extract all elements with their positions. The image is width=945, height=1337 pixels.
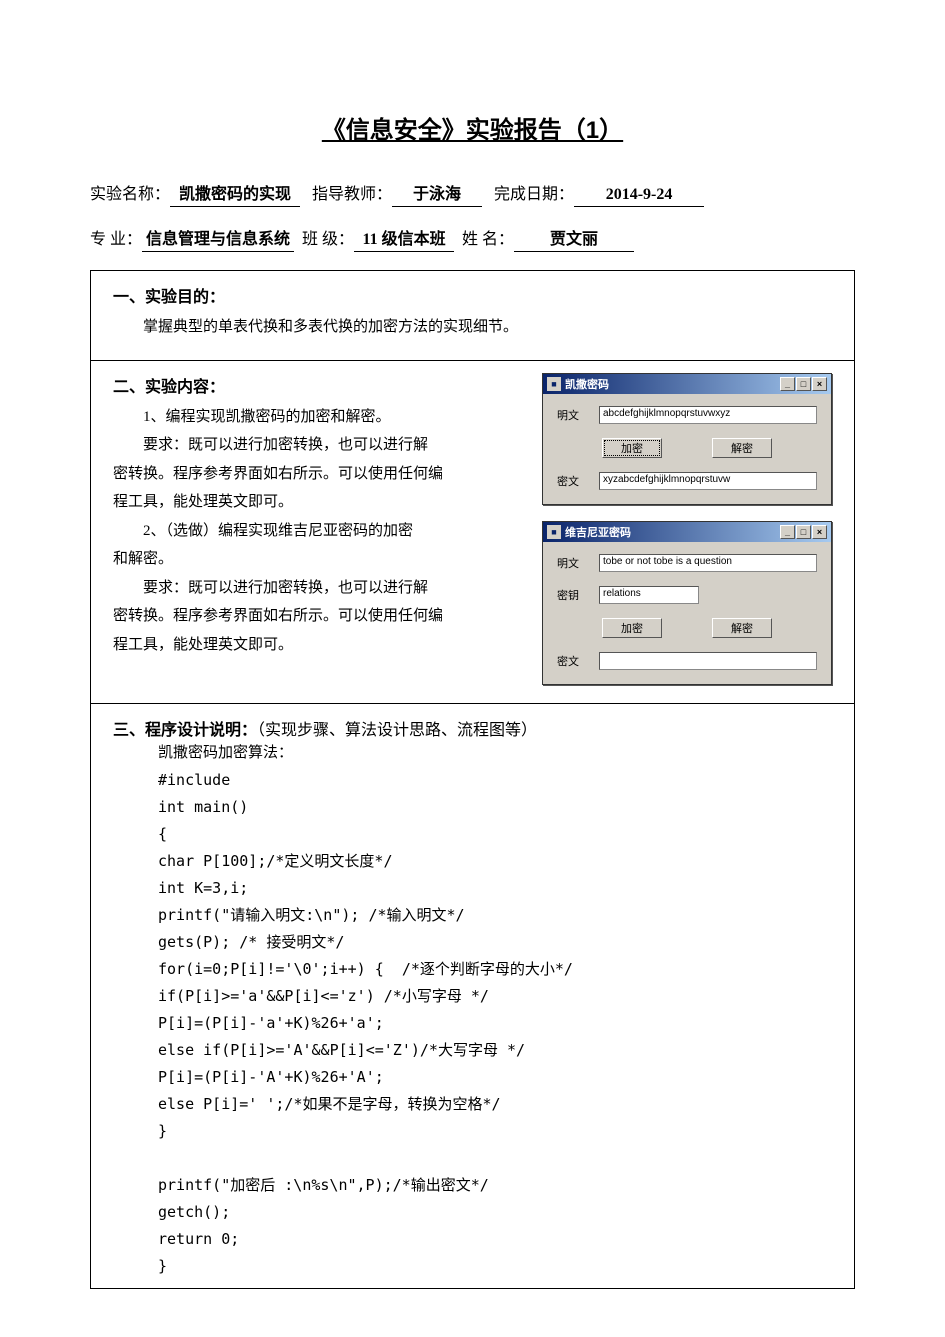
caesar-window: ■ 凯撒密码 _ □ × 明文 abcdefghijklmnopqrstuvwx… [542, 373, 832, 505]
header-row-2: 专 业： 信息管理与信息系统 班 级： 11 级信本班 姓 名： 贾文丽 [90, 225, 855, 252]
maximize-icon[interactable]: □ [796, 377, 811, 391]
vigenere-cipher-input[interactable] [599, 652, 817, 670]
vigenere-cipher-label: 密文 [557, 653, 589, 669]
teacher-value: 于泳海 [392, 180, 482, 207]
close-icon[interactable]: × [812, 525, 827, 539]
caesar-plain-label: 明文 [557, 407, 589, 423]
vigenere-title: 维吉尼亚密码 [565, 524, 780, 540]
class-value: 11 级信本班 [354, 225, 454, 252]
teacher-label: 指导教师： [312, 180, 392, 204]
sec2-p4c: 程工具，能处理英文即可。 [113, 631, 528, 660]
sec2-p4b: 密转换。程序参考界面如右所示。可以使用任何编 [113, 602, 528, 631]
name-label: 实验名称： [90, 180, 170, 204]
major-label: 专 业： [90, 225, 142, 249]
vigenere-encrypt-button[interactable]: 加密 [602, 618, 662, 638]
sec3-title: 三、程序设计说明：（实现步骤、算法设计思路、流程图等） [113, 716, 832, 740]
sec2-p1: 1、编程实现凯撒密码的加密和解密。 [113, 403, 528, 432]
major-value: 信息管理与信息系统 [142, 225, 294, 252]
caesar-cipher-label: 密文 [557, 473, 589, 489]
sec2-p3b: 和解密。 [113, 545, 528, 574]
vigenere-key-label: 密钥 [557, 587, 589, 603]
vigenere-plain-label: 明文 [557, 555, 589, 571]
sec1-body: 掌握典型的单表代换和多表代换的加密方法的实现细节。 [113, 313, 832, 342]
vigenere-decrypt-button[interactable]: 解密 [712, 618, 772, 638]
minimize-icon[interactable]: _ [780, 377, 795, 391]
close-icon[interactable]: × [812, 377, 827, 391]
student-value: 贾文丽 [514, 225, 634, 252]
date-value: 2014-9-24 [574, 186, 704, 207]
caesar-cipher-input[interactable]: xyzabcdefghijklmnopqrstuvw [599, 472, 817, 490]
sec2-text: 二、实验内容： 1、编程实现凯撒密码的加密和解密。 要求：既可以进行加密转换，也… [113, 373, 528, 685]
caesar-plain-input[interactable]: abcdefghijklmnopqrstuvwxyz [599, 406, 817, 424]
sec1-title: 一、实验目的： [113, 283, 832, 307]
sec2-p4a: 要求：既可以进行加密转换，也可以进行解 [113, 574, 528, 603]
sec2-p2a: 要求：既可以进行加密转换，也可以进行解 [113, 431, 528, 460]
section-1: 一、实验目的： 掌握典型的单表代换和多表代换的加密方法的实现细节。 [91, 271, 854, 361]
main-container: 一、实验目的： 掌握典型的单表代换和多表代换的加密方法的实现细节。 二、实验内容… [90, 270, 855, 1289]
student-label: 姓 名： [462, 225, 514, 249]
vigenere-plain-input[interactable]: tobe or not tobe is a question [599, 554, 817, 572]
page-title: 《信息安全》实验报告（1） [90, 110, 855, 145]
vigenere-titlebar: ■ 维吉尼亚密码 _ □ × [543, 522, 831, 542]
date-label: 完成日期： [494, 180, 574, 204]
window-icon: ■ [547, 377, 561, 391]
name-value: 凯撒密码的实现 [170, 180, 300, 207]
sec2-title: 二、实验内容： [113, 373, 528, 397]
header-row-1: 实验名称： 凯撒密码的实现 指导教师： 于泳海 完成日期： 2014-9-24 [90, 180, 855, 207]
vigenere-key-input[interactable]: relations [599, 586, 699, 604]
vigenere-window: ■ 维吉尼亚密码 _ □ × 明文 tobe or not tobe is a … [542, 521, 832, 685]
sec2-p3a: 2、（选做）编程实现维吉尼亚密码的加密 [113, 517, 528, 546]
sec2-p2c: 程工具，能处理英文即可。 [113, 488, 528, 517]
sec3-code: #include int main() { char P[100];/*定义明文… [158, 767, 832, 1280]
caesar-titlebar: ■ 凯撒密码 _ □ × [543, 374, 831, 394]
class-label: 班 级： [302, 225, 354, 249]
window-icon: ■ [547, 525, 561, 539]
caesar-title: 凯撒密码 [565, 376, 780, 392]
maximize-icon[interactable]: □ [796, 525, 811, 539]
caesar-encrypt-button[interactable]: 加密 [602, 438, 662, 458]
sec2-figures: ■ 凯撒密码 _ □ × 明文 abcdefghijklmnopqrstuvwx… [542, 373, 832, 685]
section-3: 三、程序设计说明：（实现步骤、算法设计思路、流程图等） 凯撒密码加密算法： #i… [91, 704, 854, 1288]
sec3-subtitle: 凯撒密码加密算法： [158, 740, 832, 767]
minimize-icon[interactable]: _ [780, 525, 795, 539]
section-2: 二、实验内容： 1、编程实现凯撒密码的加密和解密。 要求：既可以进行加密转换，也… [91, 361, 854, 704]
caesar-decrypt-button[interactable]: 解密 [712, 438, 772, 458]
sec2-p2b: 密转换。程序参考界面如右所示。可以使用任何编 [113, 460, 528, 489]
